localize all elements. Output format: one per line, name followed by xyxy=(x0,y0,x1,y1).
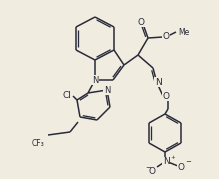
Text: −: − xyxy=(185,159,191,165)
Text: Cl: Cl xyxy=(63,91,71,100)
Text: N: N xyxy=(92,76,98,84)
Text: CF₃: CF₃ xyxy=(32,139,44,147)
Text: +: + xyxy=(170,155,175,160)
Text: O: O xyxy=(162,32,170,40)
Text: N: N xyxy=(104,86,110,95)
Text: N: N xyxy=(155,78,161,86)
Text: −: − xyxy=(145,165,151,171)
Text: Me: Me xyxy=(178,28,190,37)
Text: N: N xyxy=(163,158,169,166)
Text: O: O xyxy=(162,91,170,100)
Text: O: O xyxy=(138,18,145,26)
Text: O: O xyxy=(148,166,155,175)
Text: O: O xyxy=(178,163,184,171)
